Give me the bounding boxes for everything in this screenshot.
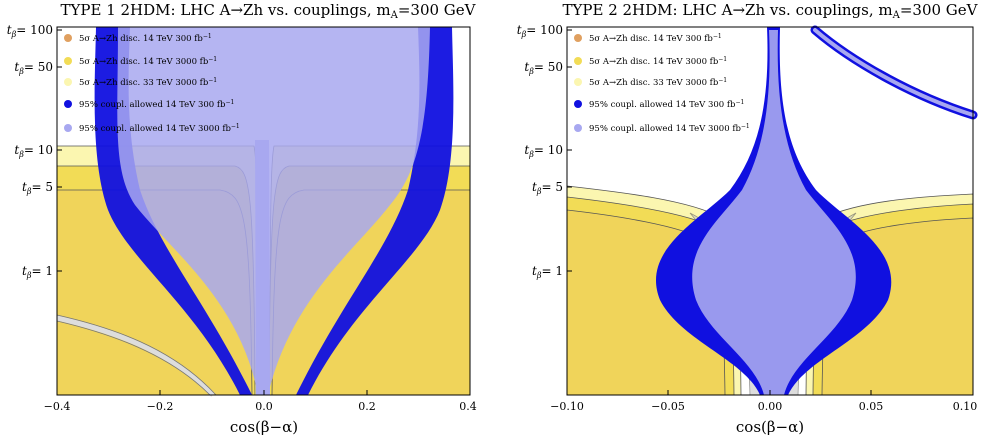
legend-label: 5σ A→Zh disc. 33 TeV 3000 fb−1 (79, 77, 217, 88)
legend-marker (64, 34, 72, 42)
panel2-legend: 5σ A→Zh disc. 14 TeV 300 fb−1 5σ A→Zh di… (574, 33, 750, 134)
panel1-coupling-bands (94, 27, 454, 395)
panel2-band-3000 (692, 30, 856, 395)
y-tick-label: tβ= 5 (532, 180, 563, 196)
y-tick-label: tβ= 100 (517, 23, 563, 39)
x-tick-label: 0.4 (459, 400, 477, 413)
legend-label: 95% coupl. allowed 14 TeV 300 fb−1 (589, 99, 744, 110)
y-tick-label: tβ= 100 (7, 23, 53, 39)
x-tick-label: −0.05 (651, 400, 685, 413)
legend-item: 5σ A→Zh disc. 14 TeV 300 fb−1 (574, 33, 722, 44)
legend-marker (64, 100, 72, 108)
panel1-title: TYPE 1 2HDM: LHC A→Zh vs. couplings, mA=… (60, 1, 476, 21)
legend-item: 95% coupl. allowed 14 TeV 3000 fb−1 (64, 123, 240, 134)
panel1-y-axis: tβ= 100 tβ= 50 tβ= 10 tβ= 5 tβ= 1 (7, 23, 62, 280)
panel1-band-300-right (296, 27, 454, 395)
legend-marker (574, 100, 582, 108)
legend-item: 5σ A→Zh disc. 14 TeV 300 fb−1 (64, 33, 212, 44)
x-tick-label: 0.0 (255, 400, 273, 413)
y-tick-label: tβ= 10 (14, 143, 53, 159)
legend-item: 95% coupl. allowed 14 TeV 300 fb−1 (574, 99, 744, 110)
legend-label: 5σ A→Zh disc. 33 TeV 3000 fb−1 (589, 77, 727, 88)
y-tick-label: tβ= 1 (22, 264, 53, 280)
panel2-coupling-bands (656, 25, 978, 395)
panel1-x-axis-label: cos(β−α) (230, 418, 298, 436)
panel1-lower-left-band (56, 315, 215, 397)
panel2-x-axis: −0.10 −0.05 0.00 0.05 0.10 cos(β−α) (550, 390, 977, 436)
legend-marker (64, 78, 72, 86)
y-tick-label: tβ= 50 (14, 60, 53, 76)
legend-item: 5σ A→Zh disc. 14 TeV 3000 fb−1 (64, 56, 217, 67)
legend-label: 5σ A→Zh disc. 14 TeV 300 fb−1 (589, 33, 722, 44)
panel-type2: TYPE 2 2HDM: LHC A→Zh vs. couplings, mA=… (517, 1, 979, 436)
y-tick-label: tβ= 10 (524, 143, 563, 159)
y-tick-label: tβ= 1 (532, 264, 563, 280)
x-tick-label: 0.00 (758, 400, 783, 413)
legend-marker (64, 124, 72, 132)
legend-marker (574, 57, 582, 65)
legend-marker (574, 34, 582, 42)
x-tick-label: 0.2 (358, 400, 376, 413)
x-tick-label: −0.4 (44, 400, 71, 413)
panel1-x-axis: −0.4 −0.2 0.0 0.2 0.4 cos(β−α) (44, 390, 477, 436)
legend-item: 95% coupl. allowed 14 TeV 300 fb−1 (64, 99, 234, 110)
legend-marker (574, 124, 582, 132)
legend-label: 5σ A→Zh disc. 14 TeV 3000 fb−1 (589, 56, 727, 67)
panel1-band-300-left (94, 27, 253, 395)
legend-label: 95% coupl. allowed 14 TeV 3000 fb−1 (589, 123, 750, 134)
legend-marker (574, 78, 582, 86)
panel1-band-3000 (117, 27, 431, 395)
x-tick-label: −0.2 (147, 400, 174, 413)
panel2-title: TYPE 2 2HDM: LHC A→Zh vs. couplings, mA=… (562, 1, 978, 21)
legend-item: 95% coupl. allowed 14 TeV 3000 fb−1 (574, 123, 750, 134)
legend-item: 5σ A→Zh disc. 33 TeV 3000 fb−1 (574, 77, 727, 88)
x-tick-label: −0.10 (550, 400, 584, 413)
panel1-legend: 5σ A→Zh disc. 14 TeV 300 fb−1 5σ A→Zh di… (64, 33, 240, 134)
legend-item: 5σ A→Zh disc. 33 TeV 3000 fb−1 (64, 77, 217, 88)
legend-item: 5σ A→Zh disc. 14 TeV 3000 fb−1 (574, 56, 727, 67)
legend-label: 5σ A→Zh disc. 14 TeV 3000 fb−1 (79, 56, 217, 67)
legend-label: 95% coupl. allowed 14 TeV 300 fb−1 (79, 99, 234, 110)
panel-type1: TYPE 1 2HDM: LHC A→Zh vs. couplings, mA=… (7, 1, 477, 436)
legend-label: 5σ A→Zh disc. 14 TeV 300 fb−1 (79, 33, 212, 44)
x-tick-label: 0.05 (859, 400, 884, 413)
legend-label: 95% coupl. allowed 14 TeV 3000 fb−1 (79, 123, 240, 134)
legend-marker (64, 57, 72, 65)
panel2-y-axis: tβ= 100 tβ= 50 tβ= 10 tβ= 5 tβ= 1 (517, 23, 572, 280)
panel2-x-axis-label: cos(β−α) (736, 418, 804, 436)
y-tick-label: tβ= 50 (524, 60, 563, 76)
x-tick-label: 0.10 (953, 400, 978, 413)
y-tick-label: tβ= 5 (22, 180, 53, 196)
